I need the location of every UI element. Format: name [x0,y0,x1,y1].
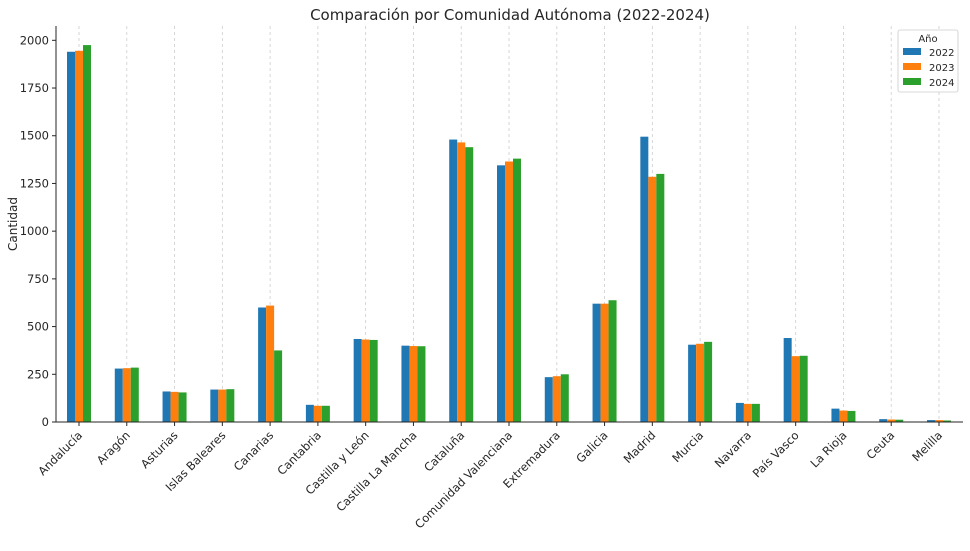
y-tick-label: 250 [27,367,49,381]
y-tick-label: 1500 [20,129,49,143]
bars [67,45,951,423]
bar-2022 [640,136,649,423]
bar-2022 [210,389,219,422]
x-tick-label: Asturias [138,428,181,471]
y-tick-label: 1750 [20,81,49,95]
bar-2024 [226,389,235,422]
bar-2023 [409,346,418,422]
legend-title: Año [918,34,937,45]
legend-label-2023: 2023 [929,63,954,74]
bar-2024 [178,392,187,422]
bar-2024 [369,339,378,422]
bar-2024 [321,405,330,422]
bar-2024 [83,45,91,422]
bar-2024 [560,374,569,422]
bar-2024 [799,355,808,422]
x-tick-label: La Rioja [807,428,849,470]
bar-2024 [895,419,904,422]
bar-2024 [417,346,426,422]
bar-2022 [67,51,75,422]
bar-2024 [274,350,283,422]
y-tick-label: 2000 [20,33,49,47]
legend-swatch-2023 [903,63,921,70]
bar-2023 [361,339,370,422]
bar-2023 [313,405,322,422]
bar-2022 [353,338,362,422]
bar-2022 [831,408,840,422]
legend-label-2024: 2024 [929,78,954,89]
x-tick-label: Comunidad Valenciana [412,428,515,531]
bar-2023 [743,403,752,422]
legend-swatch-2022 [903,48,921,55]
y-ticks: 0 250 500 750 1000 1250 1500 1750 2000 [20,33,56,429]
bar-2022 [735,402,744,422]
bar-2023 [457,142,466,422]
bar-2024 [847,410,856,422]
x-tick-label: Cataluña [421,428,467,474]
x-tick-label: Navarra [712,428,754,470]
bar-2023 [218,389,227,422]
bar-2022 [592,303,601,422]
x-tick-label: Canarias [231,428,277,474]
bar-2023 [600,303,609,422]
bar-2023 [887,419,896,422]
y-axis-label: Cantidad [6,197,20,251]
x-tick-label: Aragón [94,428,133,467]
bar-2022 [544,377,553,422]
bar-2022 [258,307,267,422]
bar-2022 [401,345,410,422]
bar-2024 [130,367,139,422]
bar-2023 [935,420,943,422]
bar-2024 [656,173,665,422]
bar-2024 [465,147,474,422]
bar-2023 [75,50,83,423]
x-tick-label: Murcia [669,428,706,465]
legend: Año 2022 2023 2024 [897,29,959,93]
legend-box [897,29,959,93]
bar-2024 [943,420,951,422]
bar-2022 [305,404,314,422]
bar-2022 [162,391,171,422]
bar-2022 [783,338,792,422]
bar-2023 [552,376,561,422]
bar-2023 [122,368,131,422]
y-tick-label: 0 [42,415,49,429]
x-tick-label: Madrid [621,428,659,466]
bar-2022 [688,344,697,422]
x-tick-label: Melilla [909,428,945,464]
bar-2023 [648,176,657,422]
x-tick-label: País Vasco [750,428,802,480]
legend-swatch-2024 [903,78,921,85]
x-tick-label: Ceuta [863,428,897,462]
bar-2023 [696,343,705,422]
bar-2024 [608,300,617,422]
bar-2023 [170,391,179,422]
legend-label-2022: 2022 [929,48,954,59]
x-tick-label: Andalucía [35,428,85,478]
x-tick-label: Castilla La Mancha [333,428,419,514]
y-tick-label: 500 [27,320,49,334]
bar-2022 [879,419,888,422]
bar-2022 [449,139,458,422]
bar-2024 [704,341,713,422]
bar-2023 [505,161,513,423]
y-tick-label: 1000 [20,224,49,238]
bar-2023 [839,410,848,422]
bar-2024 [751,403,760,422]
chart-title: Comparación por Comunidad Autónoma (2022… [310,6,710,24]
bar-2022 [927,420,935,422]
bar-2023 [791,356,800,422]
bar-2024 [513,158,521,422]
y-tick-label: 750 [27,272,49,286]
bar-2023 [266,305,275,422]
bar-2022 [114,368,123,422]
x-tick-label: Galicia [573,428,610,465]
bar-2022 [497,165,505,422]
x-tick-label: Cantabria [274,428,324,478]
y-tick-label: 1250 [20,176,49,190]
